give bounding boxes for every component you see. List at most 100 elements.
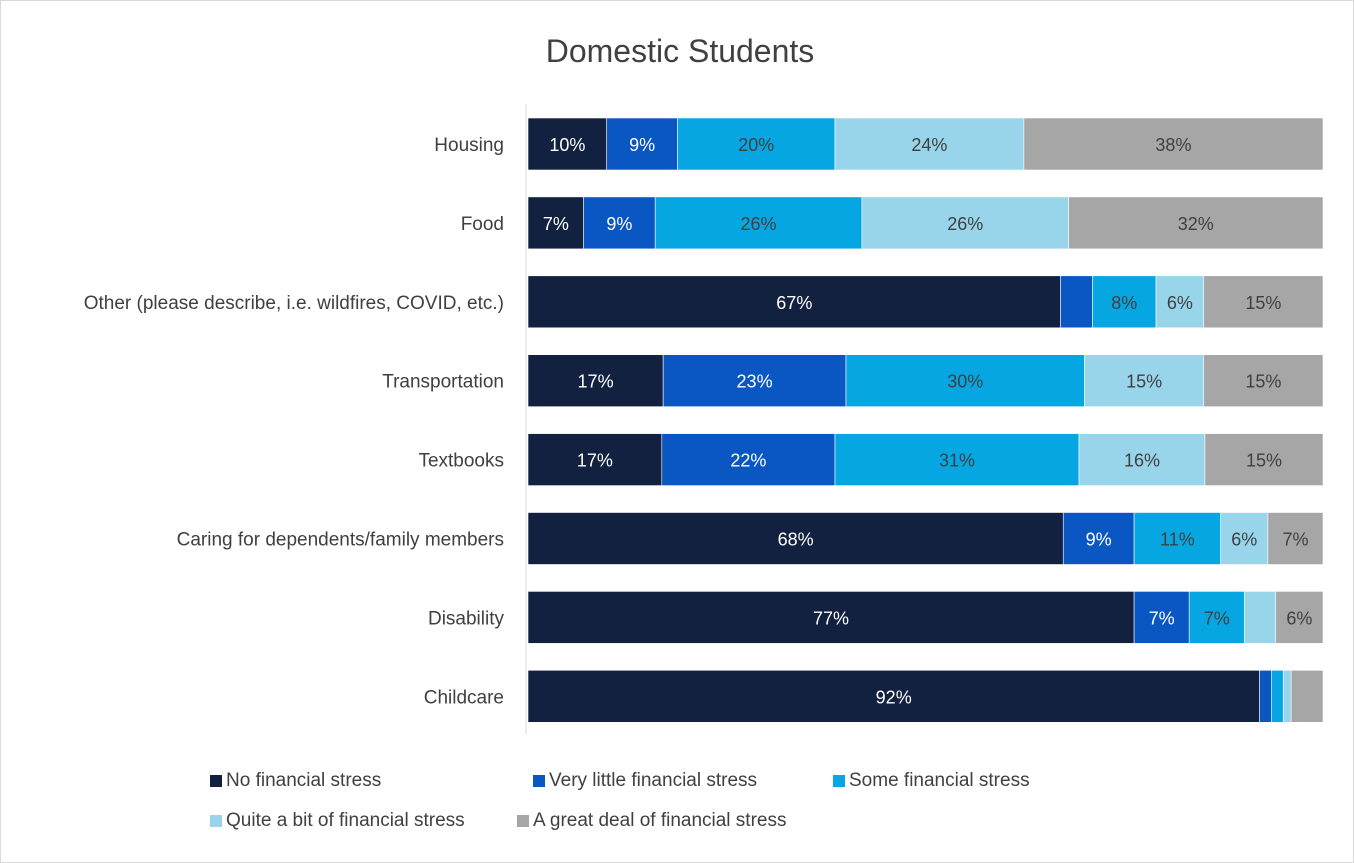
y-tick-label: Textbooks: [418, 451, 504, 472]
legend-item-no-stress: No financial stress: [210, 770, 381, 792]
bar-segment: [1267, 512, 1324, 565]
chart-title: Domestic Students: [546, 33, 815, 69]
y-tick-label: Housing: [434, 135, 504, 156]
bar-segment: [1062, 512, 1135, 565]
y-tick-label: Caring for dependents/family members: [177, 530, 504, 551]
data-label: 6%: [1231, 530, 1257, 550]
bar-segment: [1133, 591, 1190, 644]
bar-segment: [1271, 669, 1284, 723]
data-label: 16%: [1124, 451, 1160, 471]
data-label: 26%: [947, 214, 983, 234]
bar-segment: [606, 117, 678, 171]
legend-row-2: Quite a bit of financial stress A great …: [210, 810, 1110, 850]
bar-segment: [527, 591, 1135, 644]
bar-segment: [527, 512, 1064, 565]
data-label: 92%: [876, 687, 912, 707]
bar-segment: [1275, 591, 1324, 644]
bar-segment: [661, 433, 836, 486]
bar-segment: [1155, 275, 1205, 329]
bar-segment: [1188, 591, 1245, 644]
bar-segment: [1243, 591, 1277, 644]
bar-segment: [1290, 669, 1324, 723]
data-label: 15%: [1126, 372, 1162, 392]
legend-swatch: [833, 775, 845, 787]
bar-segment: [1023, 117, 1324, 171]
y-tick-label: Childcare: [424, 687, 504, 708]
data-label: 6%: [1286, 608, 1312, 628]
bar-segment: [662, 354, 847, 408]
bar-segment: [527, 669, 1260, 723]
bar-segment: [845, 354, 1085, 408]
bar-segment: [1060, 275, 1093, 329]
legend-swatch: [210, 815, 222, 827]
data-label: 26%: [741, 214, 777, 234]
legend-label: Some financial stress: [849, 770, 1030, 791]
data-label: 67%: [776, 293, 812, 313]
data-label: 38%: [1155, 135, 1191, 155]
data-label: 15%: [1246, 451, 1282, 471]
data-label: 30%: [947, 372, 983, 392]
bar-segment: [527, 354, 664, 408]
bar-segment: [1203, 275, 1324, 329]
bar-segment: [1133, 512, 1221, 565]
legend-item-very-little-stress: Very little financial stress: [533, 770, 757, 792]
data-label: 7%: [1204, 608, 1230, 628]
bar-segment: [1078, 433, 1206, 486]
legend-swatch: [533, 775, 545, 787]
bar-segment: [527, 117, 608, 171]
bar-segment: [1204, 433, 1324, 486]
y-tick-label: Transportation: [382, 372, 504, 393]
bar-segment: [1282, 669, 1292, 723]
data-label: 22%: [730, 451, 766, 471]
legend-swatch: [517, 815, 529, 827]
bar-segment: [1092, 275, 1157, 329]
data-label: 17%: [577, 451, 613, 471]
bar-segment: [1084, 354, 1205, 408]
bar-segment: [1259, 669, 1272, 723]
bar-segment: [527, 275, 1061, 329]
legend-item-some-stress: Some financial stress: [833, 770, 1030, 792]
data-label: 7%: [543, 214, 569, 234]
y-tick-label: Other (please describe, i.e. wildfires, …: [84, 293, 504, 314]
data-label: 68%: [778, 530, 814, 550]
bar-segment: [527, 433, 663, 486]
data-label: 77%: [813, 608, 849, 628]
data-label: 6%: [1167, 293, 1193, 313]
legend-label: Very little financial stress: [549, 770, 758, 791]
data-label: 7%: [1282, 530, 1308, 550]
bar-segment: [1220, 512, 1269, 565]
legend-item-quite-a-bit-stress: Quite a bit of financial stress: [210, 810, 465, 832]
legend-label: Quite a bit of financial stress: [226, 810, 465, 831]
plot-area: Housing 10% 9% 20% 24% 38% Food 7% 9% 26% 26% 32% Ot…: [84, 104, 1324, 734]
bar-segment: [834, 433, 1080, 486]
y-tick-label: Food: [461, 214, 504, 235]
bar-segment: [861, 196, 1069, 250]
legend: No financial stress Very little financia…: [210, 770, 1110, 850]
data-label: 10%: [549, 135, 585, 155]
data-label: 15%: [1245, 293, 1281, 313]
data-label: 11%: [1160, 530, 1195, 550]
data-label: 7%: [1149, 608, 1175, 628]
data-label: 23%: [737, 372, 773, 392]
legend-swatch: [210, 775, 222, 787]
legend-row-1: No financial stress Very little financia…: [210, 770, 1110, 810]
data-label: 15%: [1245, 372, 1281, 392]
legend-label: A great deal of financial stress: [533, 810, 787, 831]
data-label: 9%: [606, 214, 632, 234]
bar-segment: [1068, 196, 1324, 250]
data-label: 9%: [629, 135, 655, 155]
data-label: 17%: [578, 372, 614, 392]
legend-item-great-deal-stress: A great deal of financial stress: [517, 810, 786, 832]
y-tick-label: Disability: [428, 608, 505, 629]
bar-segment: [654, 196, 863, 250]
legend-label: No financial stress: [226, 770, 382, 791]
data-label: 8%: [1111, 293, 1137, 313]
data-label: 31%: [939, 451, 975, 471]
data-label: 20%: [738, 135, 774, 155]
bar-segment: [1203, 354, 1324, 408]
data-label: 32%: [1178, 214, 1214, 234]
data-label: 9%: [1086, 530, 1112, 550]
bar-segment: [583, 196, 656, 250]
data-label: 24%: [911, 135, 947, 155]
